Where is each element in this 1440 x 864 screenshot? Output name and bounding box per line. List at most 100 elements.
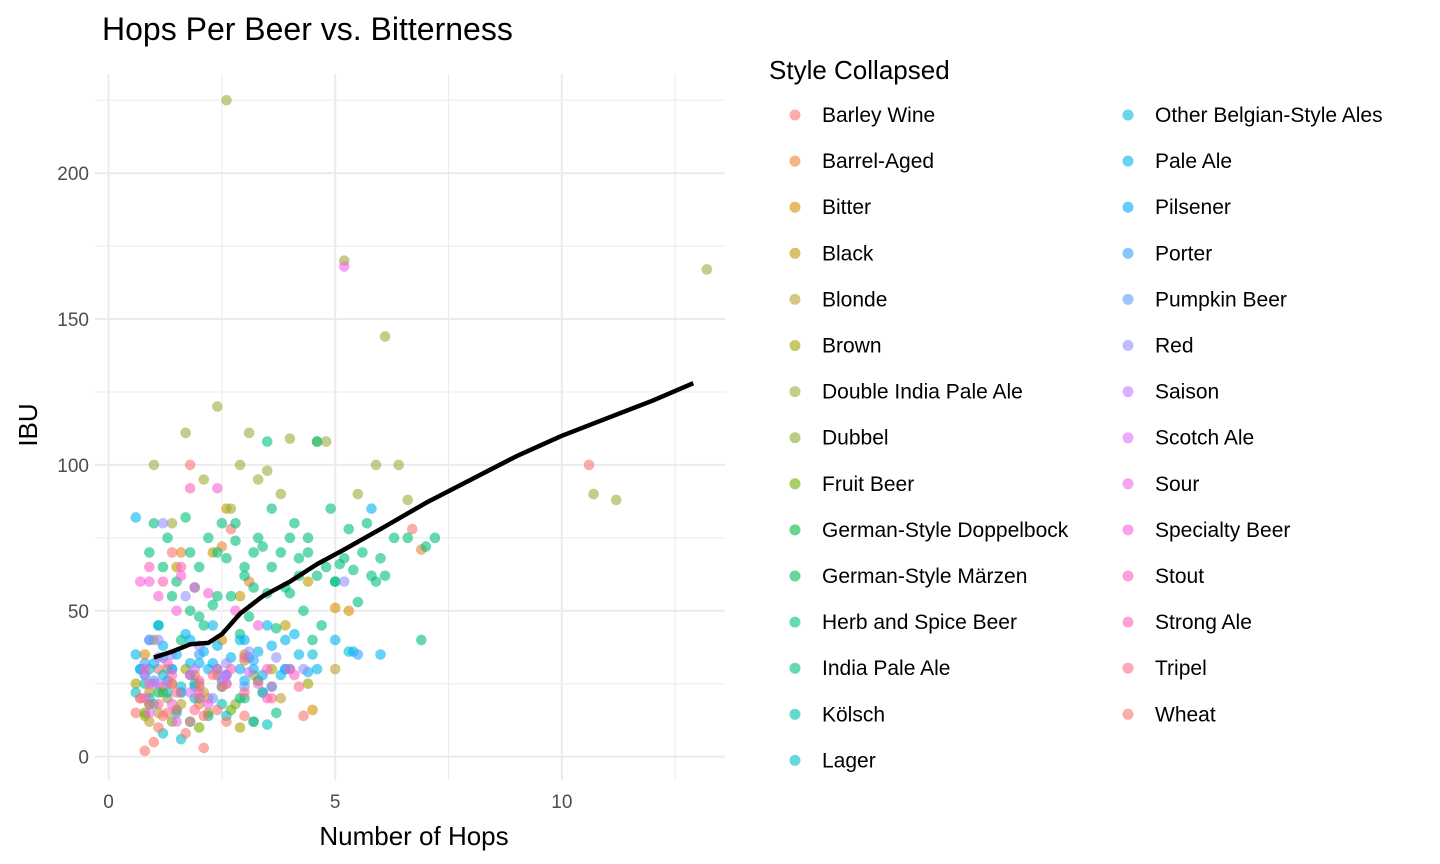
data-point — [130, 678, 142, 690]
data-point — [402, 494, 414, 506]
data-point — [234, 663, 246, 675]
legend-key — [1122, 247, 1134, 259]
data-point — [307, 634, 318, 646]
legend-item: Double India Pale Ale — [789, 381, 1023, 404]
data-point — [184, 547, 196, 558]
data-point — [275, 693, 287, 704]
data-point — [293, 681, 305, 692]
data-point — [184, 687, 196, 698]
legend-label: Pumpkin Beer — [1155, 288, 1287, 311]
trend-line — [153, 381, 695, 660]
legend-key — [1122, 293, 1134, 305]
legend-key — [789, 340, 801, 351]
data-point — [203, 587, 214, 599]
legend-label: Dubbel — [822, 427, 889, 450]
data-point — [166, 678, 178, 690]
legend-item: Herb and Spice Beer — [789, 611, 1017, 634]
legend-key — [789, 293, 801, 305]
legend-item: Other Belgian-Style Ales — [1122, 104, 1383, 127]
data-point — [406, 523, 418, 535]
data-point — [198, 620, 210, 631]
grid — [95, 74, 725, 780]
data-point — [352, 649, 364, 660]
data-point — [216, 517, 228, 529]
legend-key — [1122, 570, 1134, 582]
data-point — [175, 547, 187, 558]
data-point — [298, 605, 309, 617]
legend-label: Sour — [1155, 473, 1199, 496]
data-point — [583, 459, 595, 471]
legend-item: Blonde — [789, 288, 887, 311]
data-point — [261, 663, 273, 675]
data-point — [239, 561, 250, 573]
y-tick-label: 100 — [57, 456, 89, 477]
data-point — [307, 704, 318, 716]
data-point — [266, 640, 278, 652]
legend-item: Dubbel — [789, 427, 889, 450]
data-point — [352, 488, 364, 500]
data-point — [289, 517, 300, 529]
data-point — [311, 663, 323, 675]
data-point — [153, 678, 164, 690]
data-point — [243, 666, 255, 678]
data-point — [153, 634, 164, 646]
trend-line-group — [153, 381, 695, 660]
legend-key — [789, 155, 801, 167]
data-point — [144, 547, 155, 558]
x-tick-label: 5 — [330, 792, 341, 813]
legend-key — [789, 201, 801, 213]
data-point — [261, 465, 273, 477]
legend-label: Pale Ale — [1155, 150, 1232, 173]
legend-label: India Pale Ale — [822, 657, 950, 680]
data-point — [184, 605, 196, 617]
data-point — [148, 517, 160, 529]
data-point — [393, 459, 404, 471]
data-point — [166, 590, 178, 602]
data-point — [338, 261, 350, 272]
legend-label: Barley Wine — [822, 104, 935, 127]
data-point — [293, 552, 305, 564]
legend-label: German-Style Märzen — [822, 565, 1027, 588]
legend-key — [789, 524, 801, 536]
data-point — [212, 640, 223, 652]
x-tick-label: 10 — [551, 792, 572, 813]
data-point — [225, 663, 237, 675]
legend-item: Brown — [789, 335, 882, 358]
data-point — [375, 649, 386, 660]
data-point — [270, 652, 282, 663]
legend-key — [789, 478, 801, 490]
data-point — [135, 576, 146, 587]
legend-key — [1122, 662, 1134, 674]
legend-item: Wheat — [1122, 703, 1216, 726]
legend-label: Saison — [1155, 381, 1219, 404]
data-point — [180, 728, 191, 739]
legend-item: Strong Ale — [1122, 611, 1252, 634]
legend-label: Other Belgian-Style Ales — [1155, 104, 1383, 127]
data-point — [402, 532, 414, 544]
legend-item: Fruit Beer — [789, 473, 914, 496]
legend-label: Double India Pale Ale — [822, 381, 1023, 404]
legend-item: Kölsch — [789, 703, 885, 726]
data-point — [212, 590, 223, 602]
data-point — [307, 649, 318, 660]
data-point — [416, 634, 427, 646]
data-point — [334, 558, 346, 570]
legend-item: Barley Wine — [789, 104, 935, 127]
y-tick-label: 200 — [57, 164, 89, 185]
data-point — [153, 590, 164, 602]
x-axis-title: Number of Hops — [319, 821, 508, 851]
data-point — [148, 459, 160, 471]
data-point — [302, 576, 314, 587]
data-point — [252, 474, 264, 485]
data-point — [266, 561, 278, 573]
data-point — [261, 719, 273, 730]
data-point — [379, 331, 391, 342]
data-point — [189, 582, 201, 593]
legend-key — [789, 247, 801, 259]
legend-label: Red — [1155, 335, 1194, 358]
data-point — [284, 663, 296, 675]
data-point — [234, 590, 246, 602]
data-point — [302, 678, 314, 690]
